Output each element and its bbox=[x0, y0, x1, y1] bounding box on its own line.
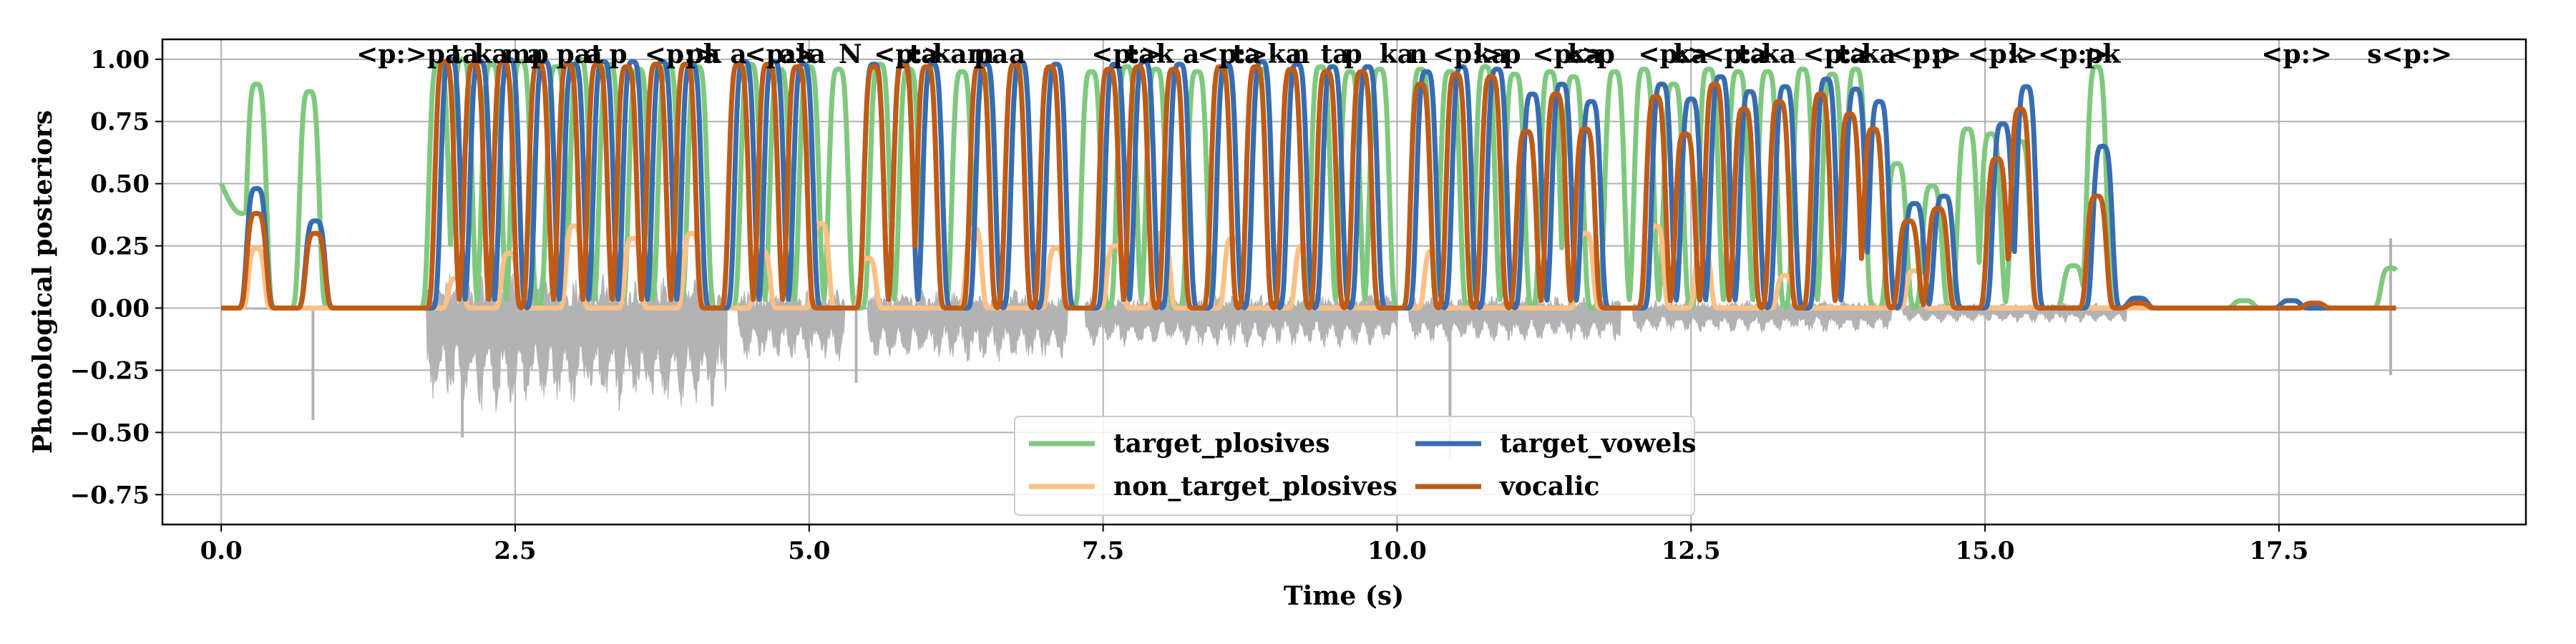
phone-annotation: ta bbox=[1738, 39, 1767, 69]
x-tick-label: 5.0 bbox=[788, 537, 830, 565]
x-axis-label: Time (s) bbox=[1284, 581, 1404, 611]
phone-annotation: p bbox=[1597, 39, 1615, 69]
phone-annotation: n bbox=[1292, 39, 1310, 69]
phone-annotation: ka bbox=[1862, 39, 1896, 69]
phone-annotation: p bbox=[2085, 39, 2103, 69]
series-line-vocalic bbox=[219, 59, 2399, 311]
phone-annotation: mp bbox=[504, 39, 549, 69]
phone-annotation: p bbox=[609, 39, 627, 69]
y-tick-label: 1.00 bbox=[90, 46, 150, 74]
phone-annotation: a bbox=[527, 39, 543, 69]
phone-annotation: ka bbox=[1674, 39, 1708, 69]
phone-annotation: ta bbox=[909, 39, 937, 69]
legend-label: target_plosives bbox=[1113, 429, 1330, 459]
phone-annotation: <p:> bbox=[645, 39, 716, 69]
phone-annotation: <p:> bbox=[2038, 39, 2109, 69]
y-axis-label: Phonological posteriors bbox=[28, 110, 58, 454]
phone-annotation: ka bbox=[1380, 39, 1414, 69]
y-tick-label: −0.75 bbox=[70, 481, 150, 509]
y-tick-label: 0.75 bbox=[90, 108, 150, 137]
phone-annotation: pa bbox=[427, 39, 462, 69]
phone-annotation: <p:> bbox=[1433, 39, 1503, 69]
x-tick-label: 2.5 bbox=[494, 537, 536, 565]
phone-annotation: <p:> bbox=[1967, 39, 2038, 69]
phone-annotation: <p:> bbox=[2261, 39, 2332, 69]
phone-annotation: <p:> bbox=[744, 39, 815, 69]
phone-annotation: ta bbox=[1321, 39, 1350, 69]
phone-annotation: <p:> bbox=[1638, 39, 1709, 69]
phone-annotation: k bbox=[2009, 39, 2027, 69]
y-tick-label: −0.25 bbox=[70, 356, 150, 385]
phone-annotation: <p:> bbox=[1532, 39, 1603, 69]
phone-annotation: a bbox=[809, 39, 826, 69]
phone-annotation: ak bbox=[780, 39, 815, 69]
phone-annotation: p bbox=[1932, 39, 1950, 69]
phone-annotation: ka bbox=[1268, 39, 1302, 69]
phone-annotation: ka bbox=[1473, 39, 1508, 69]
y-axis-ticks: 1.00 0.75 0.50 0.25 0.00 −0.25 −0.50 −0.75 bbox=[70, 46, 162, 509]
phone-annotation: k bbox=[2102, 39, 2121, 69]
y-tick-label: 0.50 bbox=[90, 170, 150, 199]
phone-annotation: kam bbox=[932, 39, 994, 69]
phone-annotation: p bbox=[1503, 39, 1521, 69]
phone-annotation: <p:> bbox=[1891, 39, 1962, 69]
phone-annotation: ta bbox=[1838, 39, 1867, 69]
phone-annotation: a bbox=[1009, 39, 1025, 69]
legend: target_plosives non_target_plosives target… bbox=[1014, 416, 1696, 516]
y-tick-label: 0.00 bbox=[90, 295, 150, 323]
phone-annotation: pa bbox=[974, 39, 1009, 69]
phone-annotation: <p:> bbox=[356, 39, 427, 69]
x-tick-label: 7.5 bbox=[1082, 537, 1124, 565]
legend-box bbox=[1014, 416, 1695, 516]
legend-label: target_vowels bbox=[1500, 429, 1696, 459]
phone-annotation: ta bbox=[1232, 39, 1261, 69]
plot-frame bbox=[161, 38, 2527, 526]
phone-annotation: <p:> bbox=[1091, 39, 1162, 69]
phone-annotation: <p:> bbox=[1197, 39, 1268, 69]
phone-annotation: N bbox=[839, 39, 862, 69]
phone-annotation: ka bbox=[1568, 39, 1602, 69]
phone-annotation: ta bbox=[451, 39, 479, 69]
phone-annotation: ka bbox=[1762, 39, 1796, 69]
phone-annotation: p bbox=[1345, 39, 1362, 69]
x-tick-label: 0.0 bbox=[200, 537, 243, 565]
phone-annotation: <p:> bbox=[1802, 39, 1873, 69]
x-axis-ticks: 0.0 2.5 5.0 7.5 10.0 12.5 15.0 17.5 bbox=[200, 525, 2309, 565]
series-line-target-vowels bbox=[219, 57, 2399, 311]
phone-annotation: ta bbox=[1126, 39, 1155, 69]
phone-annotation: a bbox=[586, 39, 602, 69]
phone-annotation: <p:> bbox=[1703, 39, 1774, 69]
phone-annotation: k a bbox=[703, 39, 747, 69]
phone-annotation: pat bbox=[557, 39, 603, 69]
y-tick-label: 0.25 bbox=[90, 233, 150, 261]
x-tick-label: 15.0 bbox=[1956, 537, 2015, 565]
phone-annotation: <p:> bbox=[874, 39, 945, 69]
phone-annotation: pa bbox=[686, 39, 721, 69]
phone-annotation: s<p:> bbox=[2367, 39, 2452, 69]
legend-label: non_target_plosives bbox=[1113, 472, 1397, 502]
x-tick-label: 10.0 bbox=[1367, 537, 1427, 565]
phone-annotation: n bbox=[1409, 39, 1428, 69]
x-tick-label: 17.5 bbox=[2250, 537, 2309, 565]
series-layer bbox=[219, 57, 2399, 311]
phone-annotation: ka bbox=[474, 39, 508, 69]
phone-annotation: k a bbox=[1156, 39, 1200, 69]
y-tick-label: −0.50 bbox=[70, 419, 150, 447]
x-tick-label: 12.5 bbox=[1662, 537, 1721, 565]
legend-label: vocalic bbox=[1499, 472, 1599, 502]
